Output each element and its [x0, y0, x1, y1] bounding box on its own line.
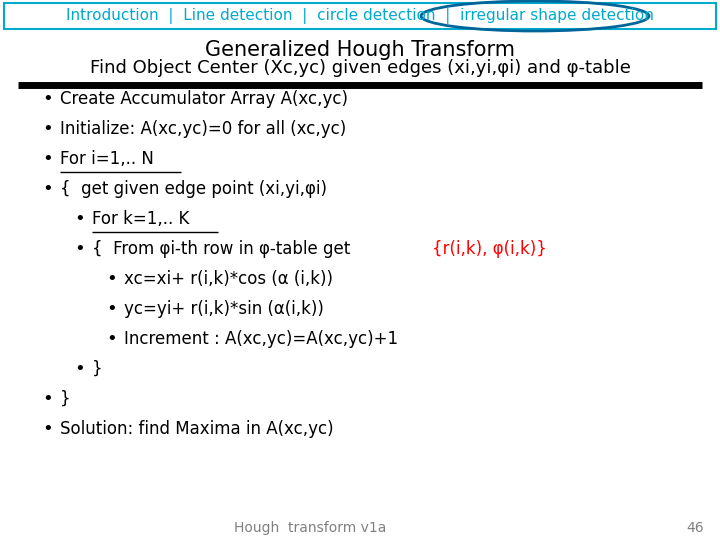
Text: {  From φi-th row in φ-table get: { From φi-th row in φ-table get — [92, 240, 356, 258]
Text: •: • — [42, 180, 53, 198]
Text: yc=yi+ r(i,k)*sin (α(i,k)): yc=yi+ r(i,k)*sin (α(i,k)) — [124, 300, 324, 318]
Text: Generalized Hough Transform: Generalized Hough Transform — [205, 40, 515, 60]
Text: •: • — [42, 420, 53, 438]
Text: Find Object Center (Xc,yc) given edges (xi,yi,φi) and φ-table: Find Object Center (Xc,yc) given edges (… — [89, 59, 631, 77]
Text: •: • — [107, 330, 117, 348]
Text: For i=1,.. N: For i=1,.. N — [60, 150, 154, 168]
Text: •: • — [75, 210, 86, 228]
Text: •: • — [75, 360, 86, 378]
Text: }: } — [92, 360, 103, 378]
Text: •: • — [107, 300, 117, 318]
Text: 46: 46 — [686, 521, 704, 535]
Text: •: • — [42, 390, 53, 408]
Text: For k=1,.. K: For k=1,.. K — [92, 210, 189, 228]
Text: Introduction  |  Line detection  |  circle detection  |  irregular shape detecti: Introduction | Line detection | circle d… — [66, 8, 654, 24]
Text: •: • — [42, 120, 53, 138]
Text: xc=xi+ r(i,k)*cos (α (i,k)): xc=xi+ r(i,k)*cos (α (i,k)) — [124, 270, 333, 288]
Text: Initialize: A(xc,yc)=0 for all (xc,yc): Initialize: A(xc,yc)=0 for all (xc,yc) — [60, 120, 346, 138]
Text: •: • — [75, 240, 86, 258]
FancyBboxPatch shape — [4, 3, 716, 29]
Text: Create Accumulator Array A(xc,yc): Create Accumulator Array A(xc,yc) — [60, 90, 348, 108]
Text: {  get given edge point (xi,yi,φi): { get given edge point (xi,yi,φi) — [60, 180, 327, 198]
Text: {r(i,k), φ(i,k)}: {r(i,k), φ(i,k)} — [432, 240, 547, 258]
Text: Increment : A(xc,yc)=A(xc,yc)+1: Increment : A(xc,yc)=A(xc,yc)+1 — [124, 330, 398, 348]
Text: Solution: find Maxima in A(xc,yc): Solution: find Maxima in A(xc,yc) — [60, 420, 333, 438]
Text: •: • — [42, 90, 53, 108]
Text: •: • — [107, 270, 117, 288]
Text: }: } — [60, 390, 71, 408]
Text: •: • — [42, 150, 53, 168]
Text: Hough  transform v1a: Hough transform v1a — [234, 521, 386, 535]
